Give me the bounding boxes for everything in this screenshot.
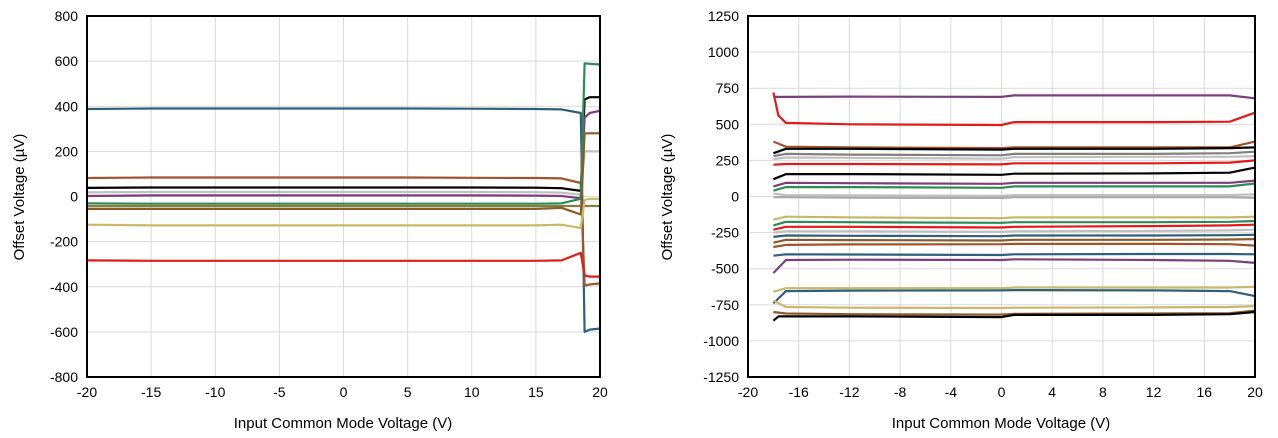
series-line (773, 223, 1256, 231)
x-tick-label: -16 (789, 384, 809, 400)
series-line (86, 176, 601, 287)
x-tick-label: -10 (205, 384, 225, 400)
series-line (773, 285, 1256, 293)
chart-right: -20 -16 -12 -8 -4 0 4 8 12 16 20 -1250 -1000 -750 -500… (659, 8, 1263, 432)
series-line (773, 182, 1256, 192)
x-tick-label: -8 (894, 384, 907, 400)
x-tick-label: 8 (1099, 384, 1107, 400)
series-line (86, 62, 601, 205)
series-line (773, 94, 1256, 100)
x-tick-label: -5 (273, 384, 286, 400)
chart-left: -20 -15 -10 -5 0 5 10 15 20 -800 -600 -400 -200 0 200 4… (11, 8, 608, 432)
series-line (773, 155, 1256, 161)
series-line (86, 109, 601, 200)
plot-frame (747, 15, 1256, 378)
series-line (773, 159, 1256, 166)
y-tick-label: 0 (70, 189, 78, 205)
series-line (772, 289, 1256, 305)
y-tick-label: 800 (55, 8, 79, 24)
x-tick-label: 15 (528, 384, 544, 400)
series-line (773, 242, 1256, 249)
y-tick-label: -400 (50, 279, 78, 295)
y-tick-label: 250 (716, 152, 740, 168)
x-tick-label: 16 (1197, 384, 1213, 400)
series-line (86, 197, 600, 230)
series-line (772, 92, 1256, 127)
y-axis-label: Offset Voltage (µV) (659, 134, 676, 261)
series-line (773, 179, 1256, 188)
y-tick-label: -1000 (703, 333, 739, 349)
series-line (87, 132, 600, 216)
x-tick-label: 10 (464, 384, 480, 400)
plot-frame (86, 15, 601, 378)
x-tick-label: -4 (945, 384, 958, 400)
x-axis-label: Input Common Mode Voltage (V) (234, 415, 452, 432)
x-tick-label: 20 (592, 384, 608, 400)
y-tick-label: 1000 (708, 44, 739, 60)
series-line (773, 238, 1256, 244)
series-line (773, 146, 1256, 155)
series-line (773, 228, 1256, 234)
series-line (773, 252, 1256, 257)
x-tick-label: 4 (1048, 384, 1056, 400)
y-tick-label: -800 (50, 369, 78, 385)
x-tick-label: -15 (141, 384, 161, 400)
x-tick-label: -12 (839, 384, 859, 400)
y-tick-label: 500 (716, 116, 740, 132)
series-line (773, 215, 1256, 221)
y-tick-label: -600 (50, 324, 78, 340)
series-line (773, 192, 1256, 197)
x-axis-label: Input Common Mode Voltage (V) (892, 415, 1110, 432)
x-tick-label: 5 (404, 384, 412, 400)
y-tick-label: -1250 (703, 369, 739, 385)
y-tick-label: 600 (55, 53, 79, 69)
series-line (772, 258, 1256, 274)
y-tick-label: 400 (55, 98, 79, 114)
series-line (772, 299, 1256, 310)
y-tick-label: 0 (731, 189, 739, 205)
x-tick-label: 12 (1146, 384, 1162, 400)
series-line (773, 233, 1256, 238)
x-tick-label: 20 (1247, 384, 1263, 400)
y-tick-label: 1250 (708, 8, 739, 24)
y-tick-label: -500 (711, 261, 739, 277)
series-line (773, 196, 1256, 199)
y-tick-label: -250 (711, 225, 739, 241)
series-line (772, 166, 1256, 181)
y-tick-label: 750 (716, 80, 740, 96)
x-tick-label: -20 (738, 384, 758, 400)
x-tick-label: 0 (998, 384, 1006, 400)
series-line (772, 140, 1256, 150)
x-tick-label: 0 (340, 384, 348, 400)
y-tick-label: -200 (50, 234, 78, 250)
series-line (86, 107, 601, 333)
series-line (773, 150, 1256, 158)
series-line (86, 251, 600, 278)
series-line (773, 219, 1256, 227)
x-tick-label: -20 (77, 384, 97, 400)
series-line (772, 310, 1256, 322)
y-axis-label: Offset Voltage (µV) (11, 134, 28, 261)
y-tick-label: -750 (711, 297, 739, 313)
y-tick-label: 200 (55, 143, 79, 159)
